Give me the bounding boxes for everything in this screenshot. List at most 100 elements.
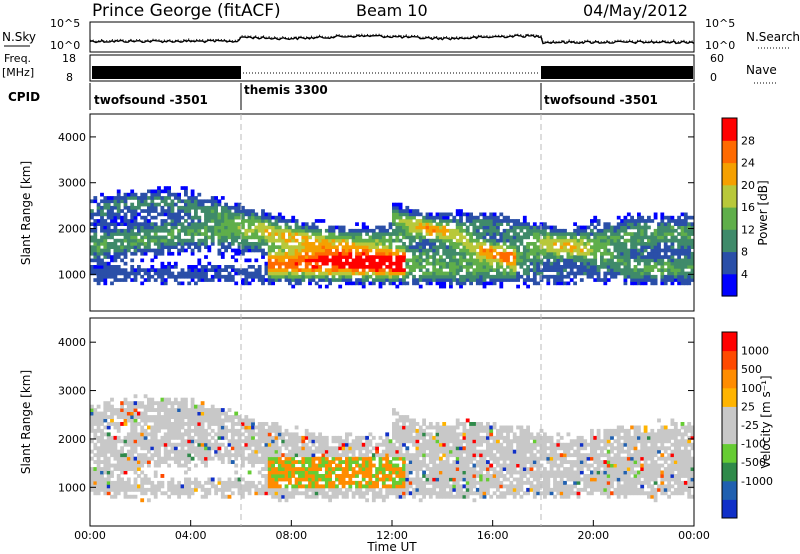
power-cell bbox=[492, 258, 497, 263]
velocity-cell bbox=[274, 487, 279, 492]
velocity-cell bbox=[210, 404, 215, 409]
power-cell bbox=[210, 235, 215, 240]
power-cell bbox=[157, 242, 161, 246]
power-cell bbox=[133, 192, 138, 197]
velocity-cell bbox=[328, 453, 332, 458]
power-cell bbox=[200, 271, 205, 276]
velocity-cell bbox=[439, 494, 443, 499]
power-cell bbox=[170, 242, 175, 246]
power-cell bbox=[113, 205, 118, 210]
power-cell bbox=[368, 258, 373, 263]
velocity-cell bbox=[106, 408, 111, 412]
power-cell bbox=[217, 228, 222, 233]
velocity-cell bbox=[163, 418, 168, 423]
power-cell bbox=[579, 261, 584, 266]
power-cell bbox=[569, 251, 574, 256]
velocity-cell bbox=[90, 422, 94, 426]
velocity-cell bbox=[271, 467, 275, 471]
velocity-cell bbox=[355, 487, 359, 492]
velocity-cell bbox=[304, 453, 309, 458]
velocity-cell bbox=[157, 480, 161, 485]
power-cell bbox=[569, 238, 574, 243]
power-cell bbox=[462, 278, 467, 282]
velocity-cell bbox=[274, 428, 279, 433]
velocity-cell bbox=[274, 484, 279, 489]
power-cell bbox=[603, 245, 608, 249]
velocity-cell bbox=[234, 446, 239, 451]
velocity-cell bbox=[395, 467, 400, 471]
noise-panel-frame bbox=[89, 21, 695, 53]
velocity-cell bbox=[385, 494, 390, 499]
power-cell bbox=[677, 268, 681, 272]
velocity-cell bbox=[187, 456, 192, 461]
power-cell bbox=[687, 222, 692, 226]
power-cell bbox=[385, 278, 390, 282]
power-cell bbox=[157, 245, 161, 249]
velocity-cell bbox=[254, 425, 259, 430]
power-cell bbox=[294, 261, 299, 266]
power-cell bbox=[187, 202, 192, 207]
power-cell bbox=[93, 222, 98, 226]
power-cell bbox=[204, 205, 208, 210]
velocity-cell bbox=[251, 456, 255, 461]
power-cell bbox=[620, 245, 624, 249]
power-cell bbox=[281, 274, 286, 279]
power-cell bbox=[472, 222, 477, 226]
velocity-cell bbox=[157, 418, 161, 423]
velocity-cell bbox=[184, 401, 188, 406]
power-cell bbox=[113, 202, 118, 207]
power-cell bbox=[133, 196, 138, 200]
velocity-cell bbox=[210, 477, 215, 482]
power-cell bbox=[204, 242, 208, 246]
power-cell bbox=[526, 232, 530, 236]
power-cell bbox=[180, 271, 185, 276]
power-cell bbox=[130, 219, 135, 223]
power-cell bbox=[220, 255, 225, 259]
velocity-cell bbox=[361, 446, 366, 451]
power-cell bbox=[616, 248, 621, 253]
velocity-cell bbox=[398, 449, 403, 454]
velocity-cell bbox=[348, 477, 353, 482]
power-cell bbox=[492, 232, 497, 236]
velocity-cell bbox=[177, 487, 181, 492]
power-cell bbox=[314, 225, 319, 230]
power-cell bbox=[150, 215, 155, 220]
power-cell bbox=[147, 242, 151, 246]
velocity-cell bbox=[241, 453, 245, 458]
velocity-cell bbox=[200, 422, 205, 426]
power-cell bbox=[277, 215, 282, 220]
power-cell bbox=[657, 268, 661, 272]
power-cell bbox=[583, 258, 588, 263]
velocity-cell bbox=[187, 487, 192, 492]
power-cell bbox=[361, 222, 366, 226]
velocity-cell bbox=[311, 477, 316, 482]
velocity-cell bbox=[187, 411, 192, 416]
velocity-cell bbox=[167, 463, 171, 468]
power-cell bbox=[157, 238, 161, 243]
power-cell bbox=[106, 209, 111, 213]
power-cell bbox=[137, 271, 141, 276]
power-cell bbox=[486, 265, 490, 269]
power-cell bbox=[442, 281, 447, 286]
power-cell bbox=[214, 219, 218, 223]
power-cell bbox=[472, 232, 477, 236]
velocity-cell bbox=[288, 467, 292, 471]
velocity-cell bbox=[271, 480, 275, 485]
velocity-cell bbox=[264, 484, 269, 489]
velocity-cell bbox=[442, 487, 447, 492]
power-cell bbox=[100, 271, 104, 276]
velocity-cell bbox=[251, 480, 255, 485]
power-cell bbox=[623, 268, 628, 272]
velocity-cell bbox=[130, 418, 135, 423]
power-cell bbox=[553, 225, 557, 230]
power-cell bbox=[210, 228, 215, 233]
power-cell bbox=[264, 235, 269, 240]
power-cell bbox=[187, 215, 192, 220]
velocity-cell bbox=[234, 428, 239, 433]
power-cell bbox=[284, 222, 289, 226]
power-cell bbox=[257, 235, 262, 240]
power-cell bbox=[348, 235, 353, 240]
power-cell bbox=[361, 278, 366, 282]
power-cell bbox=[439, 255, 443, 259]
power-cell bbox=[291, 265, 296, 269]
